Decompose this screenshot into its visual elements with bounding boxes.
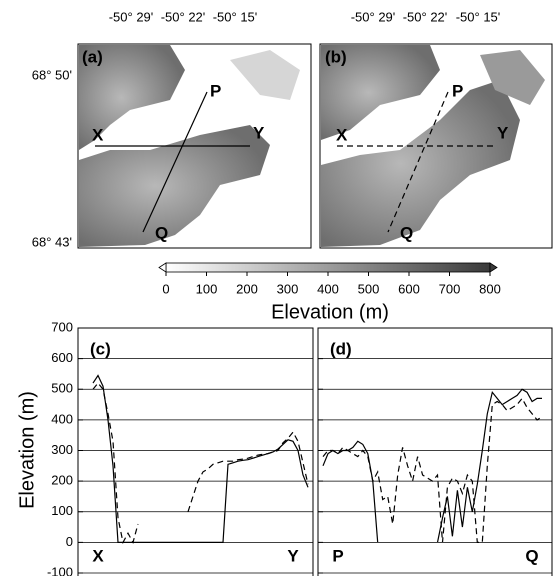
profile-line (322, 388, 542, 543)
lon-label: -50° 22' (161, 9, 206, 24)
profile-start: X (92, 546, 104, 565)
lat-label: 68° 50' (32, 67, 72, 82)
panel-frame (77, 327, 314, 576)
panel-label: (d) (330, 339, 352, 358)
colorbar-tick-label: 300 (277, 281, 299, 296)
y-tick-label: 200 (51, 473, 73, 488)
lon-label: -50° 29' (351, 9, 396, 24)
colorbar-label: Elevation (m) (271, 301, 389, 323)
profile-end: Y (287, 546, 299, 565)
panel-frame (317, 327, 553, 576)
profile-line (92, 382, 309, 545)
profile-line (322, 397, 543, 543)
colorbar-tick-label: 500 (358, 281, 380, 296)
lon-label: -50° 22' (403, 9, 448, 24)
colorbar-tick-label: 800 (479, 281, 501, 296)
lon-label: -50° 15' (456, 9, 501, 24)
map-b (319, 43, 553, 249)
y-tick-label: 0 (66, 534, 73, 549)
panel-label: (a) (82, 47, 103, 66)
colorbar-tick-label: 600 (398, 281, 420, 296)
point-label: X (336, 125, 348, 144)
point-label: X (92, 125, 104, 144)
profile-start: P (332, 546, 343, 565)
y-tick-label: 500 (51, 381, 73, 396)
colorbar-tick-label: 700 (439, 281, 461, 296)
panel-label: (c) (90, 339, 111, 358)
map-a (77, 43, 312, 249)
colorbar-tick-label: 100 (196, 281, 218, 296)
y-tick-label: 400 (51, 411, 73, 426)
profile-line (92, 374, 309, 543)
profile-end: Q (525, 546, 538, 565)
y-tick-label: 600 (51, 350, 73, 365)
colorbar-tick-label: 200 (236, 281, 258, 296)
point-label: P (452, 81, 463, 100)
y-tick-label: 100 (51, 503, 73, 518)
lon-label: -50° 29' (109, 9, 154, 24)
colorbar (158, 262, 498, 273)
lat-label: 68° 43' (32, 234, 72, 249)
point-label: Q (155, 223, 168, 242)
y-axis-label: Elevation (m) (16, 391, 38, 509)
point-label: Y (253, 123, 265, 142)
panel-label: (b) (325, 47, 347, 66)
lon-label: -50° 15' (213, 9, 258, 24)
colorbar-tick-label: 400 (317, 281, 339, 296)
y-tick-label: 300 (51, 442, 73, 457)
colorbar-tick-label: 0 (162, 281, 169, 296)
point-label: P (210, 81, 221, 100)
point-label: Q (400, 223, 413, 242)
y-tick-label: 700 (51, 319, 73, 334)
point-label: Y (497, 123, 509, 142)
y-tick-label: -100 (47, 564, 73, 576)
